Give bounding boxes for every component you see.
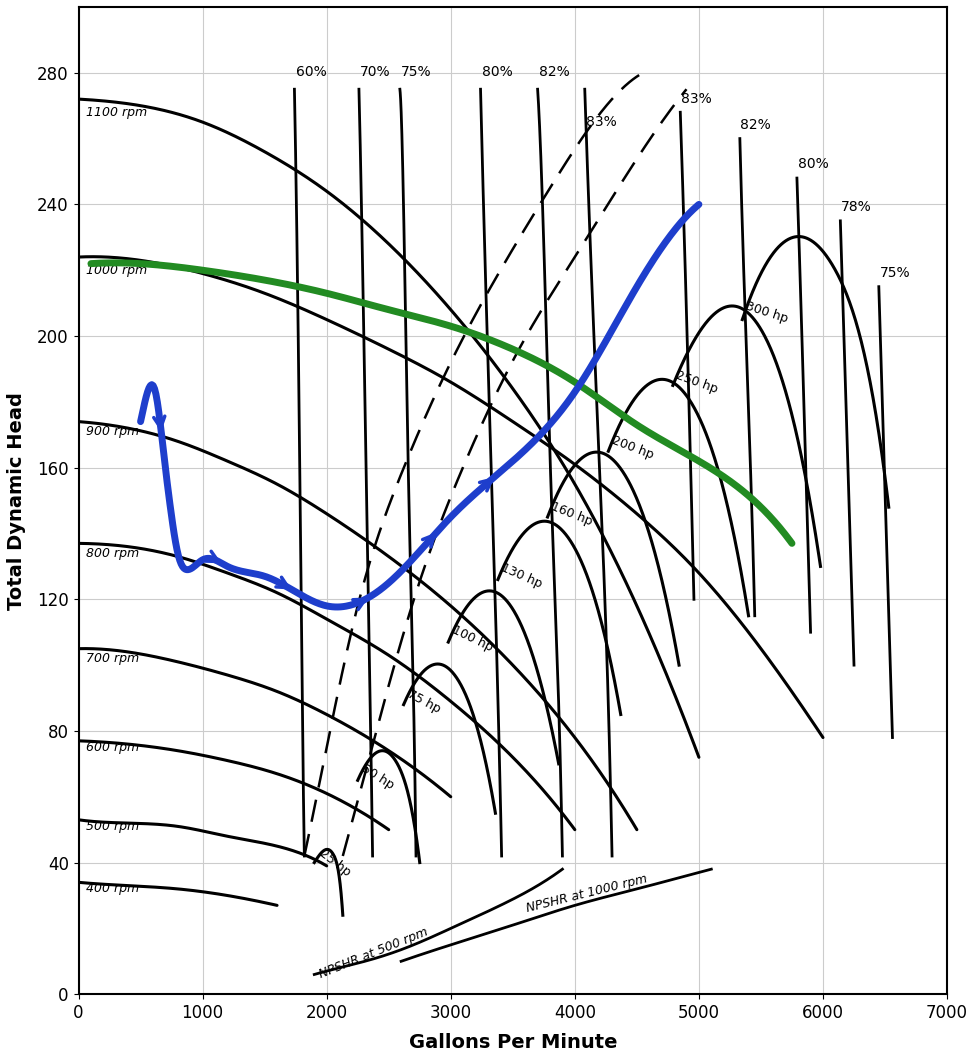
Text: 200 hp: 200 hp	[609, 434, 655, 462]
Text: NPSHR at 500 rpm: NPSHR at 500 rpm	[317, 926, 430, 981]
Text: 70%: 70%	[360, 66, 390, 79]
Text: 600 rpm: 600 rpm	[86, 741, 139, 754]
Text: 82%: 82%	[539, 66, 569, 79]
Text: 300 hp: 300 hp	[744, 300, 789, 326]
Text: 130 hp: 130 hp	[499, 561, 544, 591]
Text: 500 rpm: 500 rpm	[86, 820, 139, 832]
Text: NPSHR at 1000 rpm: NPSHR at 1000 rpm	[526, 873, 649, 915]
Text: 80%: 80%	[482, 66, 513, 79]
Text: 1100 rpm: 1100 rpm	[86, 106, 147, 119]
Text: 900 rpm: 900 rpm	[86, 425, 139, 438]
Text: 160 hp: 160 hp	[549, 500, 594, 528]
Text: 75%: 75%	[879, 266, 910, 280]
Text: 1000 rpm: 1000 rpm	[86, 264, 147, 276]
Text: 25 hp: 25 hp	[317, 846, 353, 879]
Text: 50 hp: 50 hp	[359, 762, 396, 792]
Text: 100 hp: 100 hp	[449, 624, 494, 654]
Text: 82%: 82%	[740, 118, 771, 132]
Text: 83%: 83%	[586, 114, 617, 129]
X-axis label: Gallons Per Minute: Gallons Per Minute	[409, 1034, 617, 1052]
Text: 60%: 60%	[296, 66, 327, 79]
Text: 250 hp: 250 hp	[674, 369, 720, 396]
Text: 80%: 80%	[798, 158, 829, 172]
Text: 75%: 75%	[401, 66, 432, 79]
Y-axis label: Total Dynamic Head: Total Dynamic Head	[7, 392, 26, 610]
Text: 83%: 83%	[681, 92, 712, 106]
Text: 400 rpm: 400 rpm	[86, 882, 139, 896]
Text: 700 rpm: 700 rpm	[86, 652, 139, 665]
Text: 78%: 78%	[841, 200, 872, 214]
Text: 75 hp: 75 hp	[405, 687, 443, 716]
Text: 800 rpm: 800 rpm	[86, 546, 139, 560]
